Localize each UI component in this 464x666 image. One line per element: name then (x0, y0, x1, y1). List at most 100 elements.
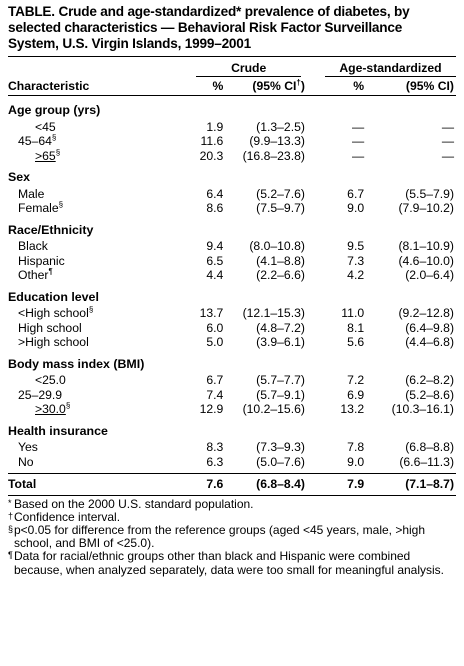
section-header: Health insurance (8, 417, 456, 441)
cell-crude-pct: 7.4 (206, 387, 224, 402)
cell-std-pct: 8.1 (347, 320, 365, 335)
column-header-row: Characteristic % (95% CI†) % (95% CI) (8, 76, 456, 96)
cell-crude-pct: 13.7 (199, 306, 224, 320)
table-row: Female§ 8.6 (7.5–9.7) 9.0 (7.9–10.2) (8, 199, 456, 216)
cell-crude-pct: 9.4 (206, 239, 224, 253)
row-label: <25.0 (35, 373, 66, 387)
cell-std-ci: (6.8–8.8) (405, 440, 454, 454)
cell-std-ci: (2.0–6.4) (405, 268, 454, 282)
footnote-mark: § (65, 400, 71, 410)
row-label: >65§ (35, 147, 61, 163)
section-label: Education level (8, 289, 99, 304)
footnote: * Based on the 2000 U.S. standard populat… (8, 496, 456, 511)
table-row: Black 9.4 (8.0–10.8) 9.5 (8.1–10.9) (8, 239, 456, 254)
cell-crude-ci: (7.5–9.7) (256, 201, 305, 215)
row-label: Yes (18, 440, 38, 454)
footnote: ¶ Data for racial/ethnic groups other tha… (8, 549, 456, 577)
row-label: 45–64§ (18, 132, 57, 148)
cell-crude-ci: (1.3–2.5) (256, 119, 305, 134)
cell-std-ci: (6.6–11.3) (399, 454, 454, 469)
table-row: Hispanic 6.5 (4.1–8.8) 7.3 (4.6–10.0) (8, 254, 456, 269)
cell-std-pct: 4.2 (347, 268, 365, 282)
cell-crude-pct: 12.9 (199, 402, 224, 416)
footnotes: * Based on the 2000 U.S. standard populat… (8, 496, 456, 577)
header-crude-ci: (95% CI†) (223, 76, 305, 96)
section-label: Health insurance (8, 423, 108, 438)
row-label: Black (18, 239, 48, 253)
cell-std-ci: — (441, 119, 454, 134)
cell-crude-ci: (5.0–7.6) (256, 454, 305, 469)
table-row: 45–64§ 11.6 (9.9–13.3) — — (8, 132, 456, 149)
footnote-marker: § (8, 523, 14, 534)
table-row: No 6.3 (5.0–7.6) 9.0 (6.6–11.3) (8, 455, 456, 470)
footnote-mark: § (58, 199, 64, 209)
header-std-pct: % (304, 76, 365, 96)
section-label: Age group (yrs) (8, 103, 101, 117)
table-row: >30.0§ 12.9 (10.2–15.6) 13.2 (10.3–16.1) (8, 400, 456, 417)
cell-std-pct: 6.9 (347, 387, 365, 402)
table-row: >High school 5.0 (3.9–6.1) 5.6 (4.4–6.8) (8, 335, 456, 350)
cell-std-pct: 13.2 (340, 402, 365, 416)
cell-std-pct: 7.8 (347, 440, 365, 454)
cell-std-pct: 11.0 (341, 306, 365, 320)
group-age-standardized: Age-standardized (324, 61, 456, 77)
cell-crude-pct: 4.4 (206, 268, 224, 282)
row-label: Hispanic (18, 253, 65, 268)
cell-std-ci: (8.1–10.9) (398, 239, 454, 253)
total-std-ci: (7.1–8.7) (364, 473, 456, 496)
header-characteristic: Characteristic (8, 76, 179, 96)
footnote-text: Confidence interval. (14, 509, 121, 524)
row-label: Male (18, 186, 45, 201)
table-row: High school 6.0 (4.8–7.2) 8.1 (6.4–9.8) (8, 321, 456, 336)
cell-crude-pct: 1.9 (206, 119, 224, 134)
cell-std-pct: — (351, 119, 365, 134)
cell-std-ci: (9.2–12.8) (398, 306, 454, 320)
cell-crude-pct: 11.6 (200, 134, 224, 148)
header-std-ci: (95% CI) (364, 76, 456, 96)
row-label: High school (18, 320, 82, 335)
section-label: Body mass index (BMI) (8, 356, 145, 371)
section-header: Sex (8, 163, 456, 187)
total-crude-pct: 7.6 (178, 473, 224, 496)
row-label: Other¶ (18, 266, 53, 282)
footnote-text: Based on the 2000 U.S. standard populati… (14, 496, 254, 511)
cell-std-pct: 9.0 (347, 201, 365, 215)
footnote-text: Data for racial/ethnic groups other than… (14, 549, 445, 577)
footnote-text: p<0.05 for difference from the reference… (14, 522, 426, 551)
footnote-marker: * (8, 497, 12, 508)
row-label: >30.0§ (35, 400, 71, 416)
row-label: >High school (18, 335, 89, 349)
row-label: <High school§ (18, 304, 94, 320)
cell-std-ci: (6.4–9.8) (405, 320, 454, 335)
group-crude: Crude (196, 61, 301, 77)
cell-crude-ci: (5.2–7.6) (256, 186, 305, 201)
table-row: <25.0 6.7 (5.7–7.7) 7.2 (6.2–8.2) (8, 373, 456, 388)
header-crude-pct: % (178, 76, 224, 96)
cell-crude-ci: (5.7–9.1) (256, 387, 305, 402)
cell-std-ci: (10.3–16.1) (391, 402, 454, 416)
total-label: Total (8, 473, 179, 496)
section-header: Age group (yrs) (8, 96, 456, 120)
section-label: Sex (8, 170, 31, 184)
footnote-mark: § (55, 147, 61, 157)
row-label: 25–29.9 (18, 387, 63, 402)
table-body: Age group (yrs) <45 1.9 (1.3–2.5) — — 45–64§ 11… (8, 96, 456, 470)
table-row: <45 1.9 (1.3–2.5) — — (8, 120, 456, 135)
section-header: Body mass index (BMI) (8, 350, 456, 374)
cell-crude-pct: 8.3 (206, 440, 224, 454)
footnote-mark: § (51, 132, 57, 142)
cell-std-pct: 9.5 (347, 239, 365, 253)
section-header: Race/Ethnicity (8, 216, 456, 240)
prevalence-table: Crude Age-standardized Characteristic % … (8, 56, 456, 496)
row-label: <45 (35, 119, 56, 134)
cell-crude-ci: (9.9–13.3) (249, 134, 305, 148)
table-row: Male 6.4 (5.2–7.6) 6.7 (5.5–7.9) (8, 187, 456, 202)
total-row: Total 7.6 (6.8–8.4) 7.9 (7.1–8.7) (8, 473, 456, 496)
cell-std-pct: 5.6 (347, 335, 365, 349)
footnote-marker: † (8, 510, 14, 521)
column-group-header: Crude Age-standardized (8, 56, 456, 77)
table-row: Other¶ 4.4 (2.2–6.6) 4.2 (2.0–6.4) (8, 266, 456, 283)
cell-crude-ci: (4.1–8.8) (256, 253, 305, 268)
cell-crude-pct: 6.4 (206, 186, 224, 201)
